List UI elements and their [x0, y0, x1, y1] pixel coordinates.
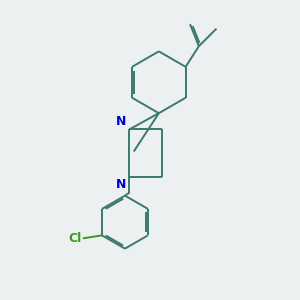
- Text: Cl: Cl: [68, 232, 81, 245]
- Text: N: N: [116, 115, 126, 128]
- Text: N: N: [116, 178, 126, 191]
